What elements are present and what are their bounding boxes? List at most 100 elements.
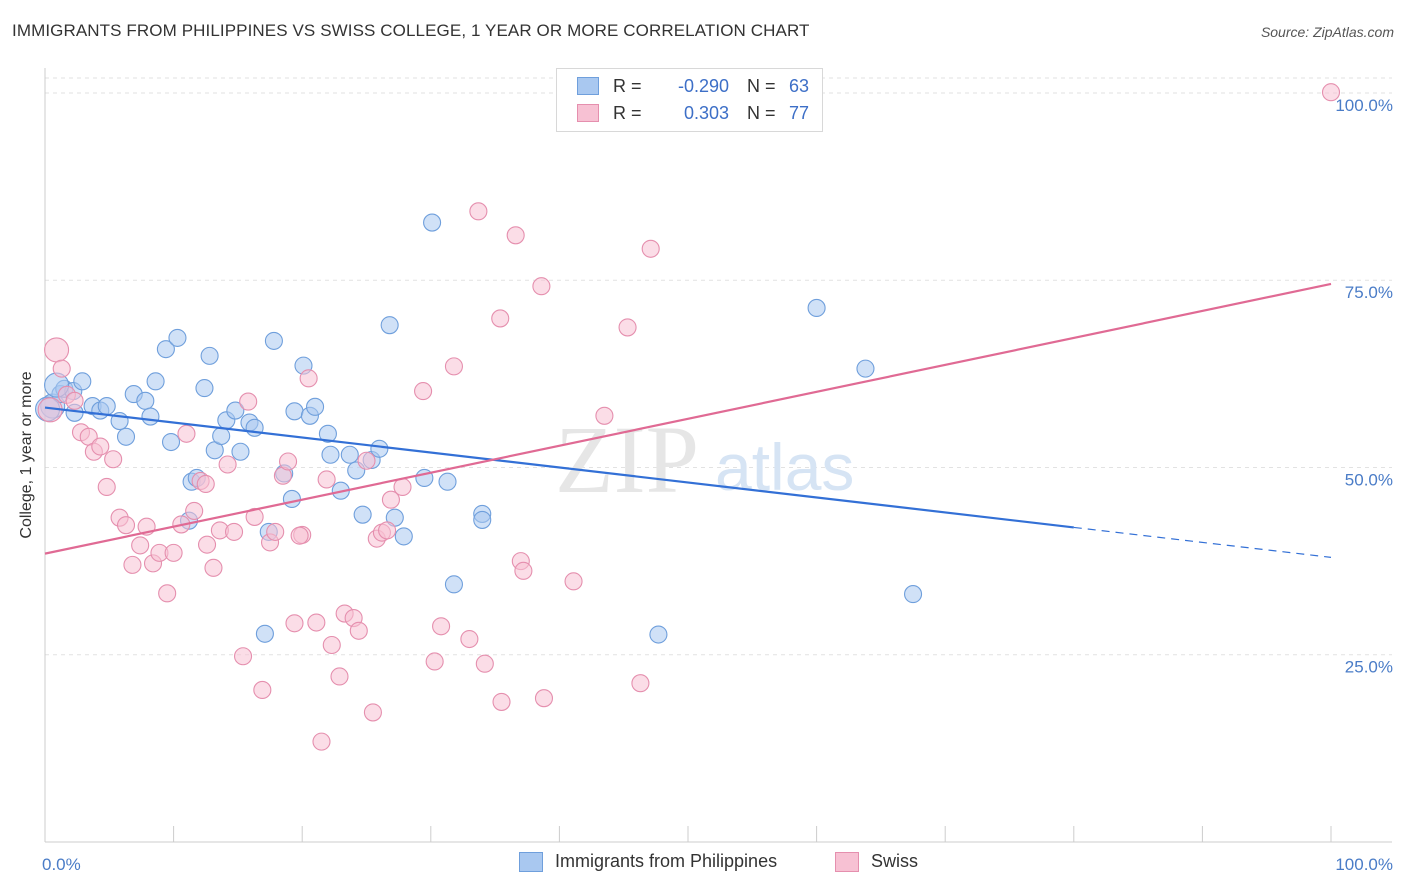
point-swiss bbox=[618, 318, 637, 337]
point-swiss bbox=[196, 474, 215, 494]
point-swiss bbox=[425, 652, 444, 671]
point-swiss bbox=[185, 501, 204, 520]
legend-item-philippines[interactable]: Immigrants from Philippines bbox=[519, 851, 777, 872]
point-philippines bbox=[156, 340, 175, 359]
grid-lines bbox=[45, 77, 1392, 656]
point-swiss bbox=[564, 572, 583, 591]
point-philippines bbox=[141, 407, 160, 426]
y-tick-label: 100.0% bbox=[1335, 96, 1393, 115]
point-swiss bbox=[104, 450, 123, 469]
watermark-zip: ZIP bbox=[555, 406, 699, 513]
point-swiss bbox=[233, 647, 253, 666]
watermark-atlas: atlas bbox=[715, 430, 854, 504]
x-tick-label: 100.0% bbox=[1335, 855, 1393, 874]
legend-n-value: 63 bbox=[789, 75, 810, 96]
point-swiss bbox=[631, 674, 650, 693]
point-philippines bbox=[473, 510, 492, 529]
point-philippines bbox=[168, 328, 187, 347]
legend-n-label: N = bbox=[747, 75, 776, 96]
y-tick-label: 75.0% bbox=[1345, 283, 1393, 302]
point-philippines bbox=[318, 424, 337, 443]
point-swiss bbox=[131, 536, 150, 555]
point-swiss bbox=[279, 452, 298, 471]
axes bbox=[44, 68, 1392, 843]
trend-line-swiss bbox=[44, 282, 1332, 555]
point-swiss bbox=[381, 490, 400, 509]
point-swiss bbox=[506, 226, 525, 245]
point-philippines bbox=[394, 527, 413, 546]
point-swiss bbox=[44, 337, 70, 363]
point-philippines bbox=[255, 624, 274, 643]
legend-r-label: R = bbox=[613, 75, 642, 96]
point-swiss bbox=[164, 543, 183, 562]
y-tick-label: 50.0% bbox=[1345, 470, 1393, 489]
point-swiss bbox=[224, 522, 244, 541]
point-swiss bbox=[307, 613, 326, 632]
point-swiss bbox=[197, 535, 217, 554]
trend-line-philippines bbox=[44, 406, 1074, 529]
point-philippines bbox=[444, 575, 463, 594]
point-swiss bbox=[492, 692, 511, 711]
point-philippines bbox=[370, 439, 389, 458]
point-philippines bbox=[856, 359, 875, 378]
point-swiss bbox=[299, 369, 318, 388]
legend-n-label: N = bbox=[747, 102, 776, 123]
legend-r-value: -0.290 bbox=[677, 75, 729, 96]
point-swiss bbox=[239, 392, 258, 411]
point-philippines bbox=[73, 372, 92, 391]
legend-swatch-swiss bbox=[835, 851, 859, 872]
trend-line-philippines-extension bbox=[1073, 526, 1332, 558]
point-philippines bbox=[423, 213, 442, 232]
point-philippines bbox=[353, 505, 372, 524]
legend-item-swiss[interactable]: Swiss bbox=[835, 851, 918, 872]
point-philippines bbox=[195, 379, 214, 398]
point-philippines bbox=[807, 298, 826, 317]
point-swiss bbox=[312, 732, 331, 751]
point-swiss bbox=[158, 584, 177, 603]
x-tick-label: 0.0% bbox=[42, 855, 81, 874]
point-philippines bbox=[116, 427, 136, 446]
y-tick-labels: 25.0% 50.0% 75.0% 100.0% bbox=[1335, 96, 1393, 677]
point-philippines bbox=[340, 445, 359, 464]
point-swiss bbox=[363, 703, 382, 722]
legend-r-label: R = bbox=[613, 102, 642, 123]
trend-lines bbox=[44, 282, 1332, 558]
point-philippines bbox=[146, 372, 165, 391]
legend-r-value: 0.303 bbox=[683, 102, 729, 123]
point-swiss bbox=[475, 654, 494, 673]
point-philippines bbox=[200, 346, 219, 365]
point-swiss bbox=[534, 689, 554, 708]
point-philippines bbox=[226, 401, 245, 420]
point-philippines bbox=[306, 397, 325, 416]
legend-swatch-philippines bbox=[519, 851, 543, 872]
point-philippines bbox=[903, 585, 923, 604]
point-swiss bbox=[432, 617, 451, 636]
point-swiss bbox=[322, 635, 341, 655]
point-swiss bbox=[330, 667, 349, 686]
point-swiss bbox=[444, 357, 463, 376]
point-philippines bbox=[321, 445, 340, 464]
legend-swatch-swiss bbox=[577, 104, 599, 122]
point-swiss bbox=[285, 614, 304, 633]
point-swiss bbox=[460, 629, 479, 649]
point-philippines bbox=[649, 625, 668, 644]
point-swiss bbox=[532, 277, 551, 296]
x-tick-labels: 0.0% 100.0% bbox=[42, 855, 1393, 874]
point-swiss bbox=[514, 561, 533, 580]
point-philippines bbox=[285, 402, 304, 421]
source-label: Source: ZipAtlas.com bbox=[1260, 24, 1394, 40]
point-philippines bbox=[212, 426, 231, 446]
point-swiss bbox=[52, 359, 71, 378]
point-swiss bbox=[177, 424, 196, 443]
point-philippines bbox=[97, 397, 116, 416]
point-philippines bbox=[438, 472, 457, 491]
legend-label-swiss: Swiss bbox=[871, 851, 919, 871]
point-philippines bbox=[231, 442, 250, 461]
legend-swatch-philippines bbox=[577, 77, 599, 95]
point-swiss bbox=[123, 555, 142, 574]
point-philippines bbox=[380, 316, 399, 335]
legend-label-philippines: Immigrants from Philippines bbox=[555, 851, 778, 871]
point-philippines bbox=[264, 331, 283, 350]
data-points bbox=[35, 80, 1341, 751]
